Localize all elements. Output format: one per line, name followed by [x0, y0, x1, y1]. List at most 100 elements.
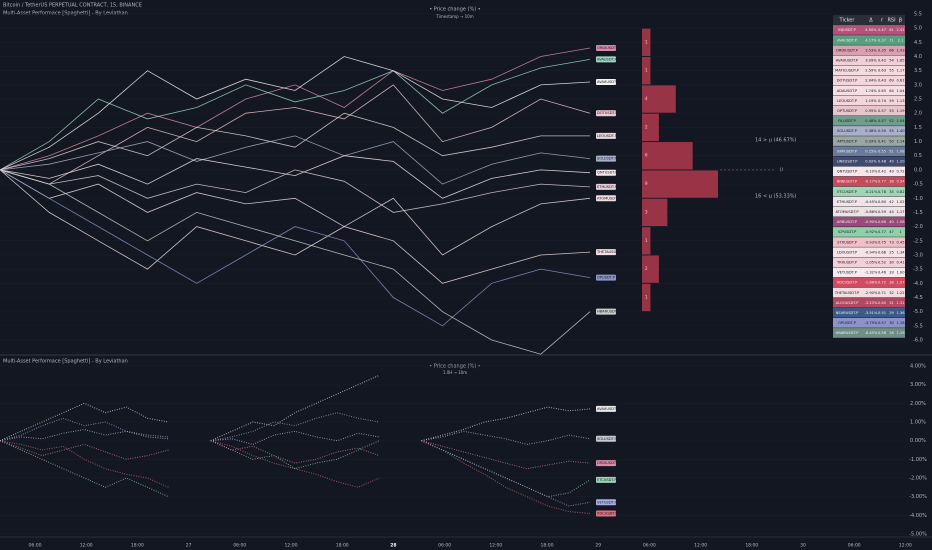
y-tick-label: 4.0	[914, 54, 922, 60]
table-cell: 0.68	[878, 250, 887, 254]
histogram-count: 1	[645, 238, 648, 243]
table-cell: 4.17%	[865, 38, 877, 42]
table-cell: ORDIUSDT.P	[836, 48, 859, 52]
series-line	[0, 169, 591, 327]
series-label: DOTUSDT.P	[597, 111, 618, 115]
y-tick-label: -2.0	[913, 224, 923, 230]
table-cell: 1.19%	[865, 99, 877, 103]
series-label: AVAXUSDT.P	[597, 407, 620, 411]
y-tick-label: -2.5	[913, 238, 923, 244]
table-row-bg	[833, 85, 905, 96]
table-cell: DOTUSDT.P	[837, 79, 858, 83]
table-cell: 0.45	[896, 240, 904, 244]
histogram-bar	[642, 28, 651, 57]
table-cell: 69	[889, 79, 894, 83]
table-cell: FILUSDT.P	[838, 119, 857, 123]
table-cell: -0.45%	[865, 200, 878, 204]
series-line	[0, 440, 591, 514]
table-cell: -0.86%	[865, 210, 878, 214]
series-label-bg	[596, 110, 616, 117]
table-cell: 49	[889, 170, 894, 174]
series-label-bg	[596, 132, 616, 139]
table-cell: 0.61	[896, 79, 904, 83]
table-cell: 0.42	[878, 170, 886, 174]
annotation: 16 < μ (53.33%)	[755, 194, 797, 200]
table-cell: 0.37	[878, 38, 886, 42]
indicator: Multi-Asset Performace [Spaghetti] - By …	[3, 11, 128, 17]
table-cell: -3.51%	[865, 311, 878, 315]
table-cell: -0.21%	[865, 190, 878, 194]
histogram-bar	[642, 57, 651, 85]
table-cell: 0.77	[878, 180, 886, 184]
table-cell: 0.63	[878, 69, 886, 73]
table-cell: 0.75	[878, 240, 886, 244]
table-cell: 0.48	[878, 159, 887, 163]
series-label: SOLUSDT.P	[597, 437, 618, 441]
table-row-bg	[833, 287, 905, 298]
table-cell: 38	[889, 281, 894, 285]
table-cell: XRPUSDT.P	[837, 149, 858, 153]
table-row-bg	[833, 126, 905, 136]
table-cell: 0.34	[896, 180, 905, 184]
table-cell: 4.50%	[865, 28, 877, 32]
series-line	[0, 440, 591, 470]
time-label: 06:00	[29, 543, 42, 549]
series-label-bg	[596, 499, 616, 506]
table-cell: 0.29%	[865, 139, 877, 143]
table-cell: 2.04%	[865, 79, 877, 83]
time-label: 18:00	[745, 543, 758, 549]
table-cell: ETCUSDT.P	[837, 190, 857, 194]
series-label: ORDIUSDT.P	[597, 46, 620, 50]
table-cell: 1.18	[896, 321, 905, 325]
time-label: 29	[595, 543, 601, 549]
table-row-bg	[833, 55, 905, 66]
time-label: 06:00	[438, 543, 451, 549]
y-tick-label: -4.5	[913, 295, 923, 301]
table-cell: 0.65	[878, 89, 886, 93]
y-tick-label: 0.5	[914, 153, 922, 159]
table-cell: 51	[889, 149, 894, 153]
table-cell: MATICUSDT.P	[835, 69, 860, 73]
table-cell: 1.14	[896, 139, 905, 143]
table-cell: INJUSDT.P	[838, 28, 856, 32]
y-tick-label: 3.0	[914, 82, 922, 88]
table-cell: ALGOUSDT.P	[836, 301, 860, 305]
table-cell: 71	[889, 38, 894, 42]
series-line	[0, 169, 591, 355]
pane-subtitle: 1.0H → 10m	[443, 370, 467, 375]
table-cell: 25	[889, 250, 894, 254]
table-cell: -0.93%	[865, 240, 878, 244]
histogram-bar	[642, 198, 668, 227]
table-cell: 0.57	[878, 109, 886, 113]
time-label: 12:00	[285, 543, 298, 549]
table-cell: 1	[899, 230, 901, 234]
table-row-bg	[833, 35, 905, 45]
y-tick-label: 4.5	[914, 40, 922, 46]
table-cell: 30	[889, 321, 894, 325]
table-row-bg	[833, 95, 905, 106]
table-cell: 55	[889, 109, 894, 113]
table-cell: -3.79%	[865, 321, 878, 325]
series-line	[0, 84, 591, 185]
table-row-bg	[833, 166, 905, 177]
table-cell: 47	[889, 230, 894, 234]
table-cell: VETUSDT.P	[837, 271, 858, 275]
table-cell: 0.57	[878, 119, 886, 123]
time-label: 18:00	[131, 543, 144, 549]
series-label-bg	[596, 169, 616, 176]
table-cell: 1.19	[896, 331, 905, 335]
table-cell: 0.02%	[865, 159, 877, 163]
series-label: QNTUSDT.P	[597, 171, 618, 175]
histogram-count: 3	[645, 209, 648, 214]
table-cell: 0.72	[896, 170, 904, 174]
table-cell: 0.59	[878, 210, 887, 214]
time-label: 27	[186, 543, 192, 549]
table-cell: 0.47	[878, 28, 886, 32]
table-row-bg	[833, 318, 905, 328]
histogram-count: 2	[645, 266, 648, 271]
series-label-bg	[596, 45, 616, 52]
table-cell: 61	[889, 28, 894, 32]
table-row-bg	[833, 136, 905, 146]
table-cell: 31	[889, 301, 894, 305]
